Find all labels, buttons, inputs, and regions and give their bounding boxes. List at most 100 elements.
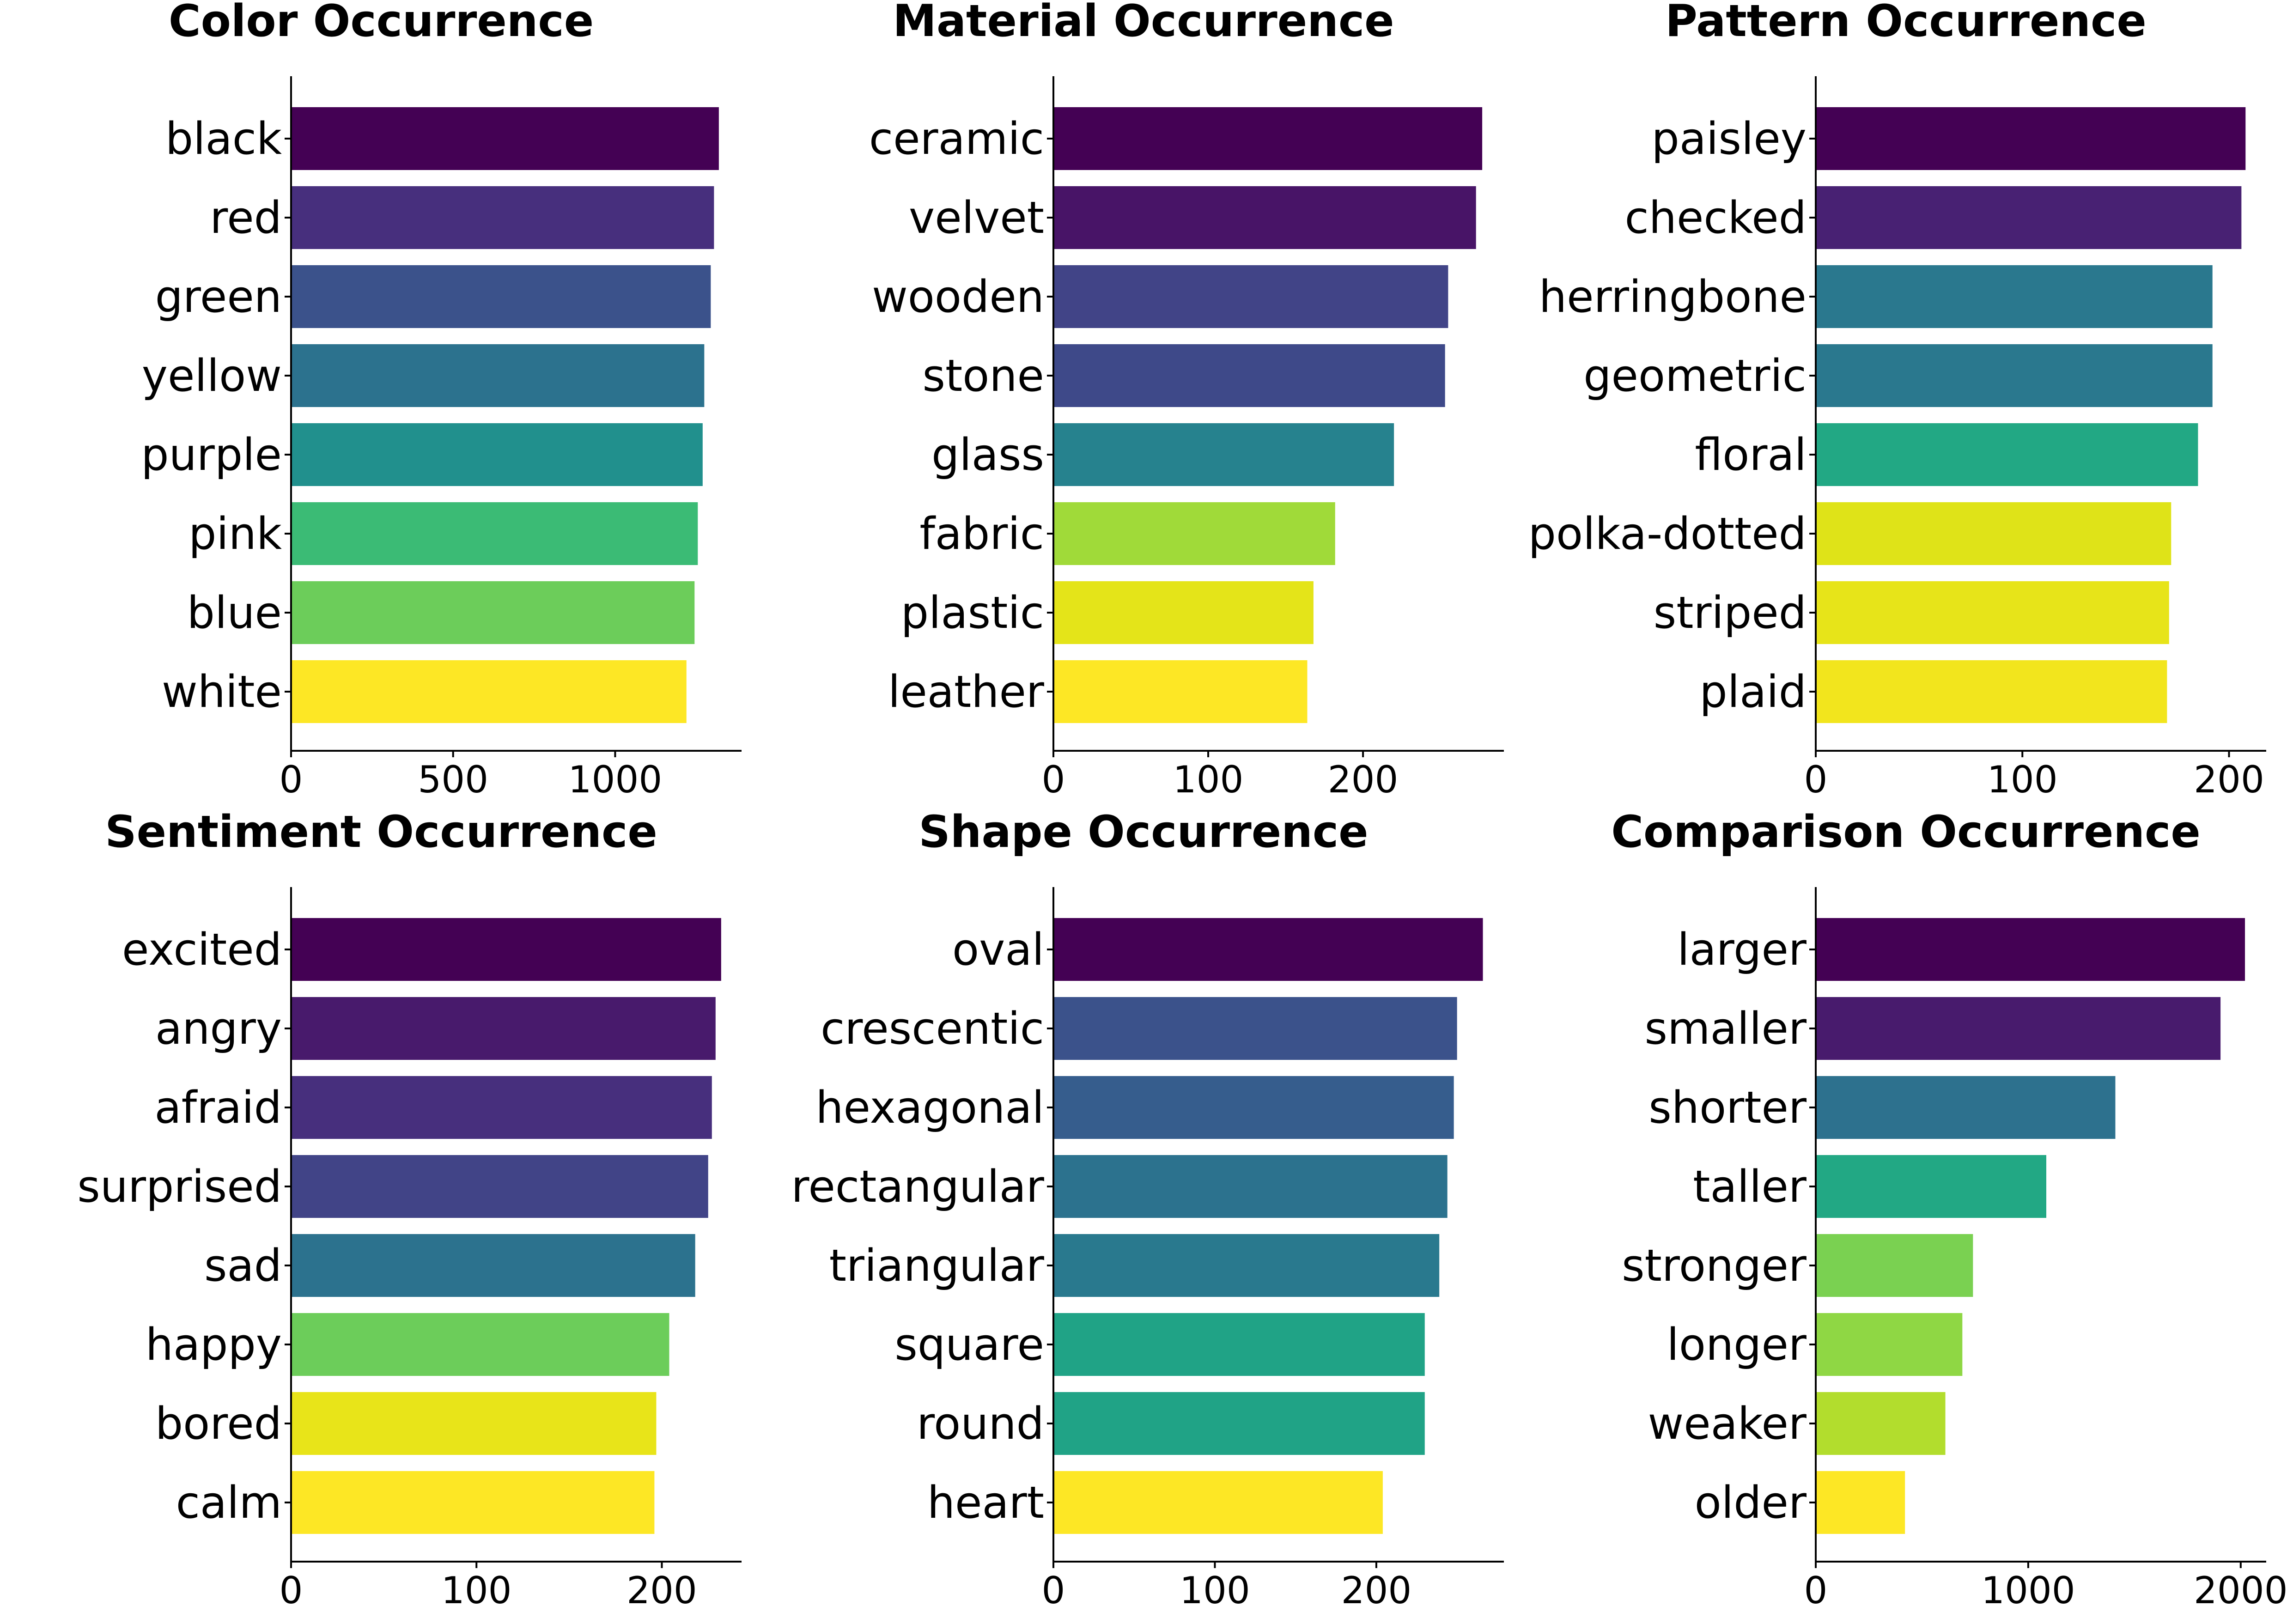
bar-square bbox=[1053, 1313, 1425, 1376]
category-label: hexagonal bbox=[815, 1083, 1044, 1133]
x-tick-label: 0 bbox=[280, 758, 303, 801]
category-label: plastic bbox=[901, 588, 1044, 639]
x-tick-label: 0 bbox=[1042, 758, 1065, 801]
bar-yellow bbox=[291, 344, 705, 407]
bar-checked bbox=[1816, 186, 2242, 249]
x-tick-label: 0 bbox=[280, 1569, 303, 1612]
category-label: oval bbox=[952, 925, 1044, 975]
panel-6: Comparison Occurrence larger smaller shorte… bbox=[1611, 807, 2287, 1612]
category-label: smaller bbox=[1644, 1004, 1806, 1054]
category-label: older bbox=[1695, 1478, 1807, 1528]
bar-excited bbox=[291, 918, 721, 981]
category-label: round bbox=[917, 1399, 1044, 1449]
category-label: taller bbox=[1693, 1162, 1807, 1212]
category-label: excited bbox=[122, 925, 282, 975]
panel-title: Color Occurrence bbox=[169, 0, 594, 47]
category-label: checked bbox=[1625, 193, 1807, 243]
bar-triangular bbox=[1053, 1234, 1440, 1297]
x-tick-label: 0 bbox=[1804, 758, 1828, 801]
bar-ceramic bbox=[1053, 107, 1483, 170]
panel-1: Color Occurrence black red green yellow purpl… bbox=[141, 0, 742, 801]
x-tick-label: 1000 bbox=[568, 758, 663, 801]
category-label: wooden bbox=[872, 272, 1044, 322]
x-tick-label: 2000 bbox=[2194, 1569, 2287, 1612]
category-label: bored bbox=[155, 1399, 282, 1449]
category-label: sad bbox=[204, 1241, 282, 1291]
panel-title: Material Occurrence bbox=[893, 0, 1394, 47]
bar-floral bbox=[1816, 423, 2198, 486]
category-label: weaker bbox=[1648, 1399, 1807, 1449]
category-label: rectangular bbox=[791, 1162, 1044, 1212]
x-tick-label: 200 bbox=[2194, 758, 2264, 801]
bar-heart bbox=[1053, 1471, 1383, 1534]
bar-oval bbox=[1053, 918, 1483, 981]
panel-title: Comparison Occurrence bbox=[1611, 807, 2201, 858]
category-label: leather bbox=[888, 667, 1045, 718]
bar-bored bbox=[291, 1392, 657, 1455]
category-label: heart bbox=[927, 1478, 1044, 1528]
category-label: calm bbox=[176, 1478, 282, 1528]
category-label: surprised bbox=[77, 1162, 282, 1212]
category-label: shorter bbox=[1648, 1083, 1807, 1133]
bar-herringbone bbox=[1816, 265, 2213, 328]
bar-angry bbox=[291, 997, 716, 1060]
x-tick-label: 200 bbox=[626, 1569, 697, 1612]
bar-purple bbox=[291, 423, 703, 486]
bar-white bbox=[291, 660, 687, 723]
category-label: glass bbox=[931, 430, 1044, 481]
bar-weaker bbox=[1816, 1392, 1946, 1455]
bar-hexagonal bbox=[1053, 1076, 1454, 1139]
panel-2: Material Occurrence ceramic velvet wooden st… bbox=[869, 0, 1504, 801]
bar-pink bbox=[291, 502, 698, 565]
category-label: square bbox=[894, 1320, 1044, 1370]
bar-happy bbox=[291, 1313, 669, 1376]
bar-afraid bbox=[291, 1076, 712, 1139]
panel-title: Shape Occurrence bbox=[918, 807, 1368, 858]
category-label: fabric bbox=[919, 509, 1044, 560]
category-label: purple bbox=[141, 430, 282, 481]
category-label: stone bbox=[922, 351, 1044, 401]
category-label: ceramic bbox=[869, 114, 1044, 164]
x-tick-label: 100 bbox=[1173, 758, 1244, 801]
bar-surprised bbox=[291, 1155, 708, 1218]
bar-polka-dotted bbox=[1816, 502, 2171, 565]
bar-striped bbox=[1816, 581, 2169, 644]
category-label: red bbox=[210, 193, 282, 243]
panel-title: Sentiment Occurrence bbox=[105, 807, 657, 858]
bar-calm bbox=[291, 1471, 655, 1534]
bar-green bbox=[291, 265, 711, 328]
category-label: green bbox=[155, 272, 282, 322]
bar-glass bbox=[1053, 423, 1394, 486]
category-label: happy bbox=[146, 1320, 282, 1370]
category-label: paisley bbox=[1652, 114, 1806, 164]
bar-blue bbox=[291, 581, 695, 644]
category-label: white bbox=[162, 667, 282, 718]
bar-fabric bbox=[1053, 502, 1335, 565]
category-label: yellow bbox=[142, 351, 282, 401]
bar-geometric bbox=[1816, 344, 2213, 407]
x-tick-label: 0 bbox=[1804, 1569, 1828, 1612]
panel-5: Shape Occurrence oval crescentic hexagonal r… bbox=[791, 807, 1504, 1612]
x-tick-label: 100 bbox=[441, 1569, 512, 1612]
bar-round bbox=[1053, 1392, 1425, 1455]
bar-red bbox=[291, 186, 714, 249]
category-label: herringbone bbox=[1539, 272, 1806, 322]
category-label: pink bbox=[189, 509, 282, 560]
bar-wooden bbox=[1053, 265, 1448, 328]
x-tick-label: 200 bbox=[1328, 758, 1399, 801]
bar-smaller bbox=[1816, 997, 2221, 1060]
bar-velvet bbox=[1053, 186, 1476, 249]
x-tick-label: 100 bbox=[1180, 1569, 1250, 1612]
x-tick-label: 500 bbox=[418, 758, 488, 801]
bar-rectangular bbox=[1053, 1155, 1448, 1218]
bar-stronger bbox=[1816, 1234, 1973, 1297]
category-label: afraid bbox=[154, 1083, 282, 1133]
category-label: longer bbox=[1667, 1320, 1806, 1370]
bar-shorter bbox=[1816, 1076, 2116, 1139]
bar-longer bbox=[1816, 1313, 1963, 1376]
category-label: stronger bbox=[1622, 1241, 1807, 1291]
bar-sad bbox=[291, 1234, 695, 1297]
panel-4: Sentiment Occurrence excited angry afraid su… bbox=[77, 807, 742, 1612]
panel-3: Pattern Occurrence paisley checked herringb… bbox=[1528, 0, 2266, 801]
